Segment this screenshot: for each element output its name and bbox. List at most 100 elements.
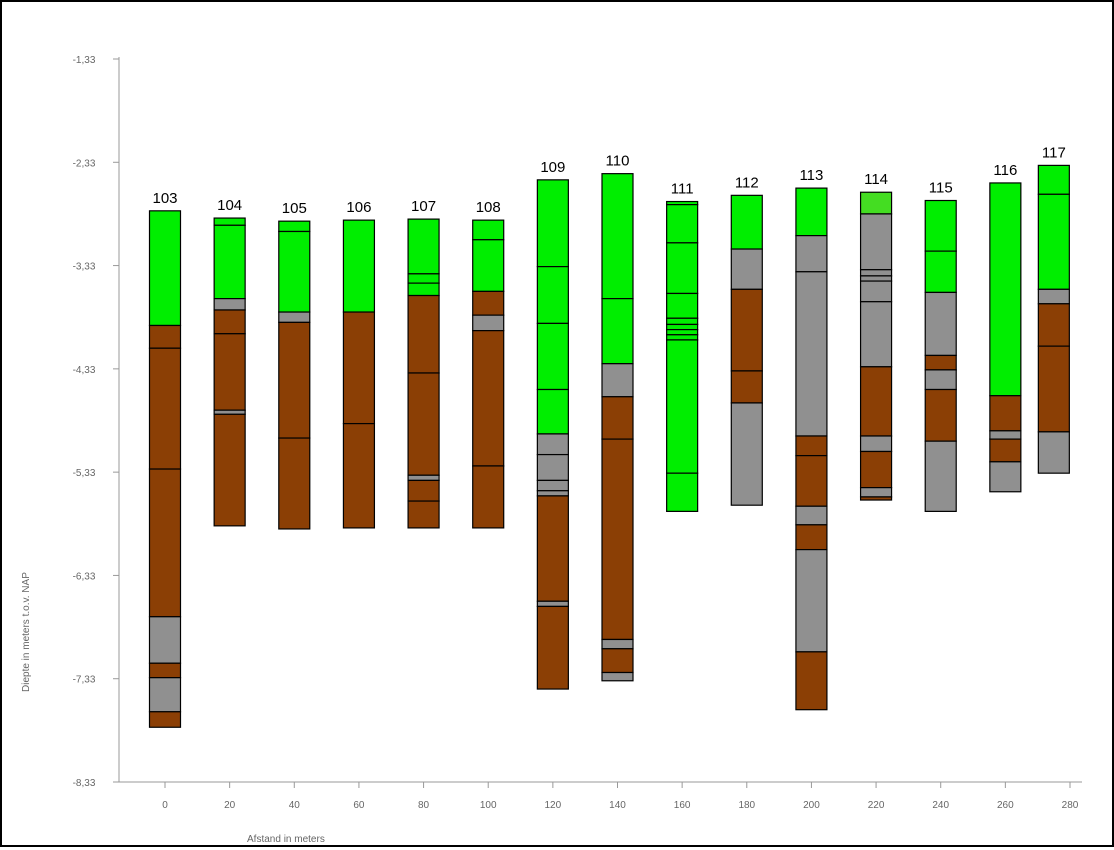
soil-layer-green — [795, 187, 828, 237]
soil-layer-green — [213, 224, 246, 300]
soil-layer-gray — [859, 213, 893, 271]
soil-layer-gray — [472, 314, 505, 332]
y-tick-label: -4,33 — [73, 365, 96, 376]
soil-layer-green — [730, 194, 763, 250]
boring-107: 107 — [407, 198, 440, 529]
soil-layer-gray — [213, 409, 246, 415]
boring-109: 109 — [536, 159, 569, 690]
soil-layer-green — [472, 239, 505, 292]
soil-layer-green — [1037, 193, 1070, 290]
soil-layer-green — [472, 219, 505, 241]
soil-layer-gray — [795, 505, 828, 526]
soil-layer-gray — [536, 479, 569, 492]
soil-layer-gray — [859, 275, 893, 282]
soil-layer-brown — [730, 288, 763, 372]
boring-103: 103 — [148, 190, 182, 728]
soil-layer-green — [601, 173, 634, 300]
x-tick-label: 220 — [868, 800, 885, 811]
soil-layer-brown — [148, 662, 182, 679]
soil-layer-brown — [795, 651, 828, 711]
boring-label: 115 — [929, 180, 953, 197]
soil-layer-gray — [859, 435, 893, 453]
x-tick-label: 240 — [932, 800, 949, 811]
soil-layer-green — [536, 322, 569, 391]
soil-layer-green — [407, 273, 440, 284]
boring-108: 108 — [472, 199, 505, 529]
soil-layer-gray — [1037, 431, 1070, 474]
soil-layer-brown — [601, 438, 634, 641]
y-tick-label: -3,33 — [73, 262, 96, 273]
soil-layer-gray — [536, 453, 569, 482]
x-tick-label: 120 — [545, 800, 562, 811]
soil-layer-brown — [342, 422, 376, 529]
soil-layer-brown — [213, 309, 246, 335]
soil-layer-brown — [536, 495, 569, 602]
boring-106: 106 — [342, 199, 376, 529]
soil-layer-brown — [278, 321, 311, 439]
soil-layer-green — [213, 217, 246, 226]
soil-layer-gray — [859, 301, 893, 368]
boring-label: 113 — [799, 167, 823, 184]
soil-layer-gray — [148, 677, 182, 713]
soil-layer-green — [148, 210, 182, 327]
soil-layer-brown — [1037, 345, 1070, 433]
soil-layer-gray — [859, 269, 893, 277]
soil-layer-brown — [924, 354, 957, 371]
soil-layer-brown — [859, 450, 893, 489]
soil-layer-green — [1037, 164, 1070, 195]
soil-layer-gray — [989, 461, 1022, 493]
soil-layer-brown — [730, 370, 763, 404]
soil-layer-gray — [795, 235, 828, 273]
soil-layer-gray — [601, 363, 634, 398]
soil-layer-green — [666, 339, 699, 474]
soil-layer-brown — [407, 294, 440, 374]
borings: 103 104 105 106 107 108 109 110 111 112 113 114 115 1… — [148, 144, 1070, 728]
soil-layer-brown — [342, 311, 376, 425]
soil-layer-brown — [148, 324, 182, 349]
soil-layer-green — [666, 292, 699, 319]
x-tick-label: 80 — [418, 800, 430, 811]
y-tick-label: -6,33 — [73, 571, 96, 582]
soil-layer-green — [536, 388, 569, 435]
boring-104: 104 — [213, 197, 246, 527]
soil-layer-green — [601, 298, 634, 365]
boring-111: 111 — [666, 181, 699, 512]
boring-label: 103 — [152, 190, 177, 207]
soil-layer-brown — [148, 347, 182, 470]
soil-layer-gray — [795, 271, 828, 437]
soil-layer-brown — [407, 372, 440, 476]
boring-116: 116 — [989, 162, 1022, 493]
soil-layer-brown — [601, 648, 634, 674]
soil-layer-gray — [989, 430, 1022, 440]
x-tick-label: 200 — [803, 800, 820, 811]
boring-label: 114 — [864, 171, 888, 188]
x-tick-label: 0 — [162, 800, 168, 811]
soil-layer-gray — [924, 440, 957, 512]
soil-layer-brown — [795, 455, 828, 507]
soil-layer-green — [989, 182, 1022, 397]
soil-layer-green — [278, 220, 311, 233]
x-tick-label: 180 — [738, 800, 755, 811]
soil-layer-green — [536, 266, 569, 325]
y-tick-label: -8,33 — [73, 778, 96, 789]
boring-label: 107 — [411, 198, 436, 215]
boring-112: 112 — [730, 174, 763, 506]
soil-layer-brown — [213, 333, 246, 411]
soil-layer-brown — [213, 413, 246, 527]
soil-layer-brown — [407, 500, 440, 529]
soil-layer-gray — [730, 248, 763, 290]
boring-label: 108 — [476, 199, 501, 216]
soil-layer-green — [278, 230, 311, 313]
x-axis-title: Afstand in meters — [247, 834, 325, 845]
soil-layer-brown — [989, 438, 1022, 463]
boring-label: 116 — [993, 162, 1017, 179]
boring-label: 110 — [606, 153, 630, 170]
y-axis-ticks: -1,33 -2,33 -3,33 -4,33 -5,33 -6,33 -7,33 -8,33 — [73, 55, 119, 789]
x-tick-label: 260 — [997, 800, 1014, 811]
soil-layer-brown — [601, 396, 634, 440]
soil-layer-green — [924, 199, 957, 252]
soil-layer-gray — [859, 280, 893, 303]
soil-layer-brown — [278, 437, 311, 530]
soil-layer-gray — [601, 671, 634, 682]
